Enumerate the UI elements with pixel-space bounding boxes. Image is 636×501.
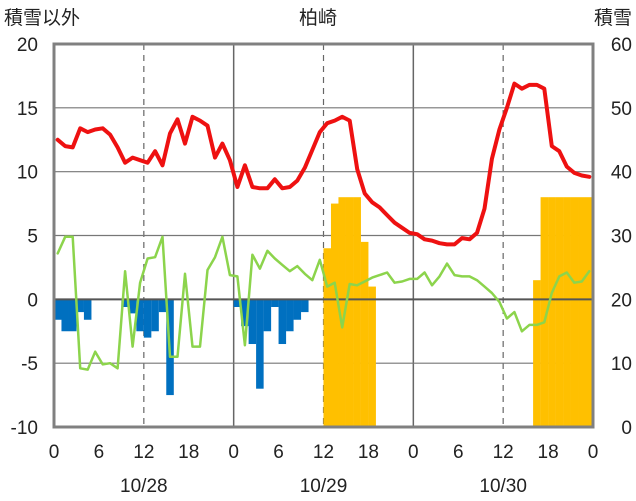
y-right-tick-label: 60 <box>611 35 632 56</box>
y-left-tick-label: 15 <box>17 99 38 120</box>
bar <box>293 299 302 320</box>
bar <box>368 286 376 427</box>
y-right-tick-label: 50 <box>611 99 632 120</box>
left-axis-label: 積雪以外 <box>4 7 80 29</box>
bar <box>345 197 354 427</box>
y-left-tick-label: 20 <box>17 35 38 56</box>
x-hour-tick-label: 18 <box>178 442 199 463</box>
bar <box>136 299 144 332</box>
y-right-tick-label: 10 <box>611 354 632 375</box>
bar <box>330 203 339 427</box>
x-hour-tick-label: 6 <box>273 442 284 463</box>
y-left-tick-label: -5 <box>21 354 38 375</box>
bar <box>353 197 361 427</box>
bar <box>548 197 556 427</box>
bar <box>323 248 332 427</box>
bar <box>68 299 77 332</box>
bar <box>533 280 541 427</box>
x-date-label: 10/30 <box>479 476 527 497</box>
bar <box>54 299 62 320</box>
bar <box>540 197 549 427</box>
series-line <box>55 81 592 247</box>
y-right-tick-label: 30 <box>611 227 632 248</box>
bar <box>256 299 264 389</box>
y-right-tick-label: 0 <box>621 418 632 439</box>
bar <box>278 299 287 345</box>
y-left-tick-label: 5 <box>27 227 38 248</box>
x-hour-tick-label: 12 <box>133 442 154 463</box>
bar <box>128 299 137 314</box>
x-hour-tick-label: 12 <box>313 442 334 463</box>
x-hour-tick-label: 6 <box>453 442 464 463</box>
x-date-label: 10/29 <box>300 476 348 497</box>
bar <box>585 197 593 427</box>
plot-border <box>52 42 595 429</box>
bar-series <box>54 197 593 427</box>
y-left-tick-label: 10 <box>17 163 38 184</box>
bar <box>158 299 167 313</box>
x-hour-tick-label: 18 <box>358 442 379 463</box>
x-hour-tick-label: 0 <box>588 442 599 463</box>
x-hour-tick-label: 0 <box>408 442 419 463</box>
x-hour-tick-label: 12 <box>493 442 514 463</box>
bar <box>143 299 152 338</box>
bar <box>555 197 564 427</box>
x-hour-tick-label: 0 <box>228 442 239 463</box>
bar <box>301 299 309 313</box>
y-left-tick-label: 0 <box>27 290 38 311</box>
bar <box>263 299 272 332</box>
bar <box>286 299 294 332</box>
y-left-tick-label: -10 <box>11 418 38 439</box>
bar <box>360 241 369 427</box>
bar <box>271 299 279 307</box>
bar <box>248 299 257 345</box>
bar <box>570 197 579 427</box>
bar <box>61 299 69 332</box>
x-date-label: 10/28 <box>120 476 168 497</box>
bar <box>83 299 92 320</box>
bar <box>151 299 159 332</box>
chart-title: 柏崎 <box>299 7 337 29</box>
plot-frame <box>52 42 595 429</box>
x-hour-tick-label: 0 <box>49 442 60 463</box>
right-axis-label: 積雪 <box>594 7 632 29</box>
x-hour-tick-label: 18 <box>538 442 559 463</box>
bar <box>338 197 346 427</box>
bar <box>121 299 129 307</box>
x-hour-tick-label: 6 <box>94 442 105 463</box>
bar <box>563 197 571 427</box>
bar <box>76 299 84 313</box>
bar <box>578 197 586 427</box>
bar <box>233 299 242 307</box>
y-right-tick-label: 20 <box>611 290 632 311</box>
series-line <box>56 235 591 371</box>
bar <box>241 299 249 327</box>
y-right-tick-label: 40 <box>611 163 632 184</box>
